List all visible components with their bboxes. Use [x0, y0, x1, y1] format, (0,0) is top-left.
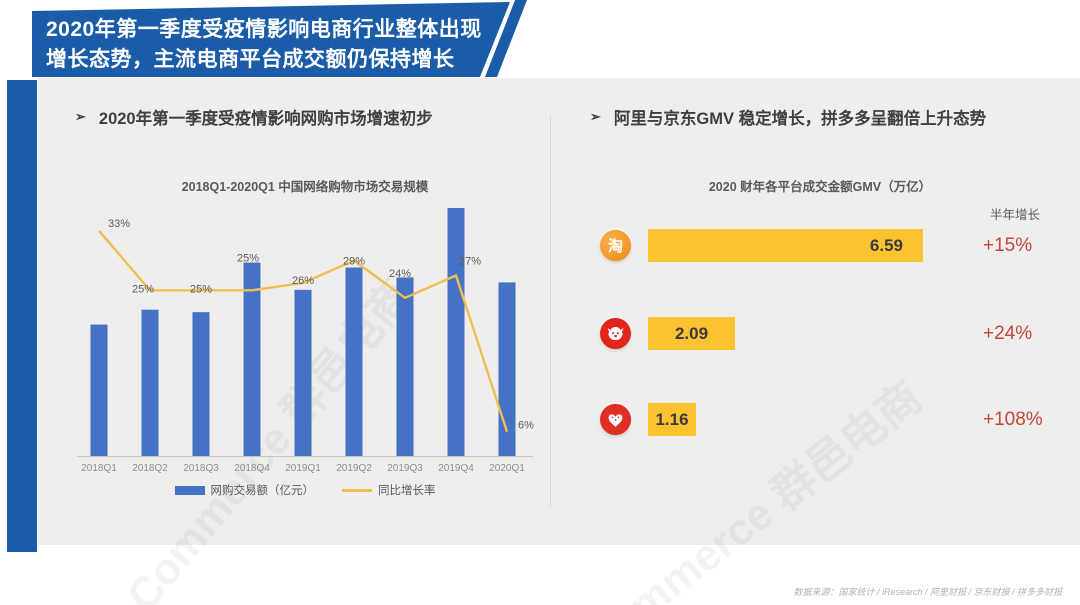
left-accent-stripe [7, 80, 37, 552]
growth-point-label: 25% [132, 283, 154, 295]
gmv-value: 1.16 [655, 409, 689, 429]
x-tick-label: 2019Q1 [285, 463, 321, 474]
jd-dog-glyph [607, 327, 624, 341]
x-tick-label: 2018Q3 [183, 463, 219, 474]
page-title: 2020年第一季度受疫情影响电商行业整体出现增长态势，主流电商平台成交额仍保持增… [46, 18, 482, 72]
jd-icon [600, 318, 631, 349]
bar-2018Q1 [90, 324, 108, 456]
growth-label: +24% [983, 323, 1033, 344]
chart-legend: 网购交易额（亿元） 同比增长率 [75, 482, 535, 498]
growth-point-label: 25% [190, 283, 212, 295]
x-tick-label: 2019Q3 [387, 463, 423, 474]
growth-column-header: 半年增长 [989, 208, 1040, 222]
growth-point-label: 26% [292, 275, 314, 287]
content-panel [38, 78, 1080, 545]
gmv-value: 6.59 [869, 235, 903, 255]
panel-divider [550, 115, 551, 507]
growth-point-label: 24% [389, 268, 411, 280]
arrow-bullet-icon: ➢ [590, 109, 601, 124]
legend-line-label: 同比增长率 [378, 485, 436, 497]
online-shopping-chart: 2018Q1-2020Q1 中国网络购物市场交易规模 2018Q1 2018Q2 2… [75, 170, 535, 510]
gmv-bar-京东: 2.09 [648, 317, 735, 350]
growth-label: +108% [983, 409, 1043, 430]
line-swatch-icon [342, 488, 372, 492]
left-section-heading: ➢ 2020年第一季度受疫情影响网购市场增速初步 [75, 105, 433, 129]
x-tick-label: 2020Q1 [489, 463, 525, 474]
bar-2018Q3 [192, 312, 210, 456]
growth-point-label: 33% [108, 218, 130, 230]
gmv-bar-拼多多: 1.16 [648, 403, 696, 436]
gmv-row-淘宝天猫: 淘 6.59 +15% [575, 229, 1065, 262]
bar-line-plot: 2018Q1 2018Q2 2018Q3 2018Q4 2019Q1 2019Q2 2019… [77, 208, 534, 474]
bar-swatch-icon [174, 485, 205, 495]
bar-2019Q2 [345, 267, 363, 456]
gmv-row-拼多多: 1.16 +108% [575, 403, 1065, 436]
bar-2019Q3 [396, 277, 414, 456]
growth-point-label: 27% [459, 255, 481, 267]
right-heading-label: 阿里与京东GMV 稳定增长，拼多多呈翻倍上升态势 [613, 110, 987, 128]
x-tick-label: 2018Q4 [234, 463, 270, 474]
growth-point-label: 25% [237, 252, 259, 264]
gmv-value: 2.09 [674, 323, 709, 343]
gmv-row-京东: 2.09 +24% [575, 317, 1065, 350]
bar-2020Q1 [498, 282, 516, 456]
taobao-char: 淘 [607, 238, 623, 255]
growth-line [98, 230, 509, 433]
x-tick-label: 2019Q2 [336, 463, 372, 474]
right-section-heading: ➢ 阿里与京东GMV 稳定增长，拼多多呈翻倍上升态势 [590, 105, 986, 129]
taobao-icon: 淘 [600, 230, 631, 261]
left-heading-label: 2020年第一季度受疫情影响网购市场增速初步 [98, 110, 433, 128]
gmv-chart: 2020 财年各平台成交金额GMV（万亿） 半年增长 淘 6.59 +15% 2.09… [575, 168, 1065, 468]
legend-bar-label: 网购交易额（亿元） [210, 485, 315, 497]
bar-2019Q1 [294, 289, 312, 456]
pdd-icon [600, 404, 631, 435]
chart-title: 2020 财年各平台成交金额GMV（万亿） [708, 180, 932, 194]
growth-point-label: 6% [518, 420, 534, 432]
chart-title: 2018Q1-2020Q1 中国网络购物市场交易规模 [181, 180, 429, 194]
data-source-note: 数据来源：国家统计 / iResearch / 阿里财报 / 京东财报 / 拼多… [793, 587, 1062, 597]
gmv-bar-淘宝天猫: 6.59 [648, 229, 923, 262]
legend-item-line: 同比增长率 [342, 482, 436, 498]
bar-2018Q4 [243, 262, 261, 456]
x-tick-label: 2018Q2 [132, 463, 168, 474]
legend-item-bar: 网购交易额（亿元） [174, 482, 315, 498]
growth-label: +15% [983, 235, 1033, 256]
growth-point-label: 29% [343, 256, 365, 268]
pdd-heart-glyph [608, 414, 623, 427]
arrow-bullet-icon: ➢ [75, 109, 86, 124]
bar-2018Q2 [141, 309, 159, 456]
x-tick-label: 2018Q1 [81, 463, 117, 474]
bar-2019Q4 [447, 208, 465, 456]
x-tick-label: 2019Q4 [438, 463, 474, 474]
header-banner: 2020年第一季度受疫情影响电商行业整体出现增长态势，主流电商平台成交额仍保持增… [32, 2, 510, 77]
